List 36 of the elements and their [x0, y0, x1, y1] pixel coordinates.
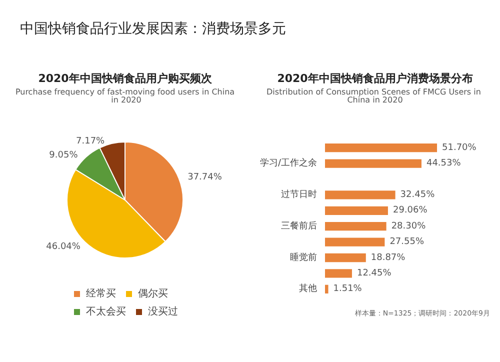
y-tick-label: 学习/工作之余 — [260, 158, 317, 169]
bar — [325, 206, 388, 215]
bar — [325, 190, 396, 200]
data-label: 28.30% — [391, 221, 426, 232]
data-label: 9.05% — [49, 150, 78, 160]
chart-subtitle: Purchase frequency of fast-moving food users in China in 2020 — [15, 88, 235, 104]
data-label: 32.45% — [400, 190, 436, 200]
data-label: 27.55% — [390, 237, 424, 248]
bar — [325, 269, 352, 278]
legend-label: 偶尔买 — [138, 288, 168, 300]
chart-subtitle: Distribution of Consumption Scenes of FMCG Users in China in 2020 — [266, 88, 484, 104]
bar — [325, 144, 438, 152]
data-label: 37.74% — [188, 172, 222, 182]
chart-title: 2020年中国快销食品用户消费场景分布 — [277, 72, 473, 85]
data-label: 1.51% — [333, 284, 362, 294]
data-label: 18.87% — [370, 252, 406, 263]
bar — [325, 284, 328, 294]
bar — [325, 253, 366, 262]
chart-title: 2020年中国快销食品用户购买频次 — [38, 72, 213, 85]
bar — [325, 222, 386, 231]
legend-label: 经常买 — [86, 288, 116, 300]
data-label: 29.06% — [392, 206, 428, 216]
y-tick-label: 睡觉前 — [290, 252, 317, 263]
legend-label: 不太会买 — [86, 306, 126, 318]
y-tick-label: 其他 — [299, 283, 317, 294]
legend-label: 没买过 — [148, 306, 178, 318]
data-label: 51.70% — [442, 142, 477, 153]
data-label: 46.04% — [46, 242, 81, 252]
bar — [325, 159, 422, 168]
text: 中国快销食品行业发展因素：消费场景多元 — [20, 20, 286, 38]
data-label: 44.53% — [426, 158, 462, 169]
bar — [325, 238, 385, 246]
y-tick-label: 三餐前后 — [281, 220, 317, 232]
data-label: 7.17% — [76, 136, 106, 147]
data-label: 12.45% — [356, 268, 392, 278]
y-tick-label: 过节日时 — [281, 188, 317, 200]
